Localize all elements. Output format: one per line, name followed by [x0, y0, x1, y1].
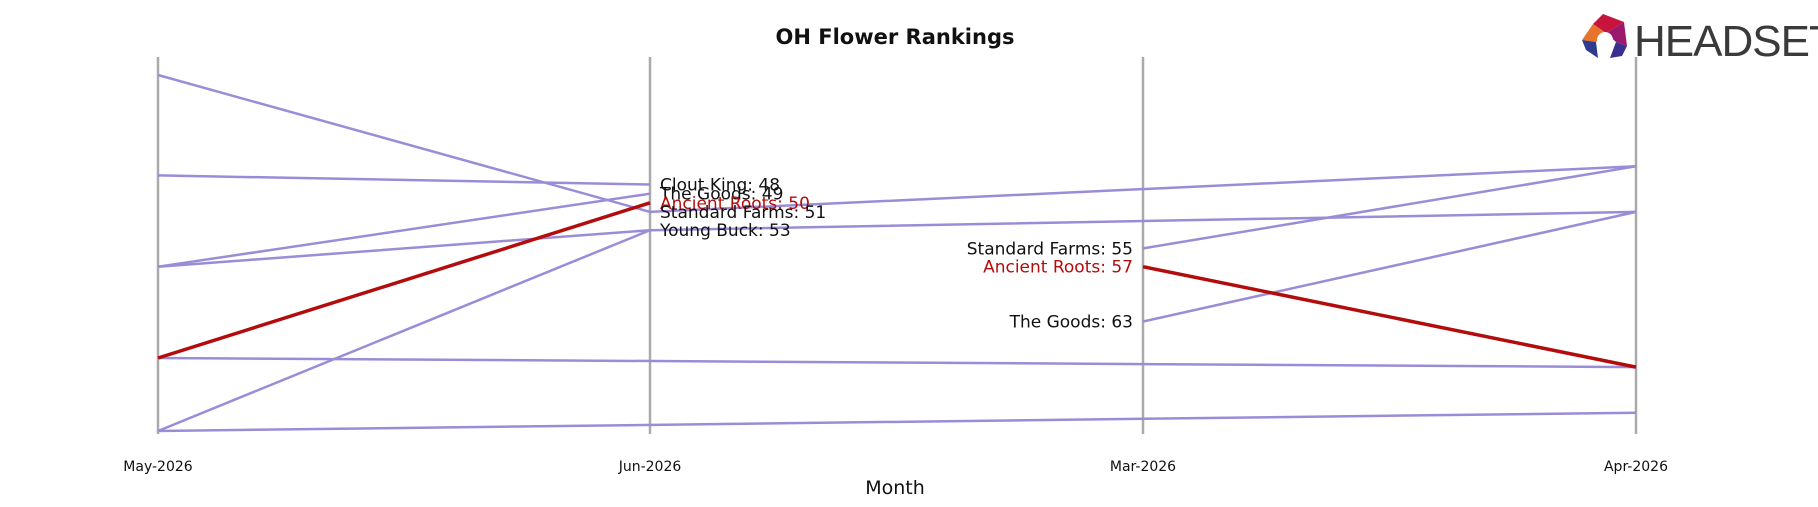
point-label-1: The Goods: 49 [659, 185, 783, 205]
series-line-4 [157, 229, 651, 433]
series-line-ancient-roots-9 [157, 201, 651, 360]
x-tick-label-1: Jun-2026 [618, 459, 682, 475]
x-tick-labels: May-2026 Jun-2026 Mar-2026 Apr-2026 [123, 459, 1668, 475]
x-tick-label-3: Apr-2026 [1604, 459, 1668, 475]
point-label-7: The Goods: 63 [1009, 312, 1133, 332]
series-line-7 [157, 356, 1637, 369]
series-line-2 [157, 192, 651, 268]
series-line-1 [157, 174, 651, 186]
x-axis-label: Month [865, 477, 925, 499]
x-tick-label-0: May-2026 [123, 459, 192, 475]
point-label-0: Clout King: 48 [660, 176, 780, 196]
series-line-5 [1142, 165, 1637, 250]
x-tick-label-2: Mar-2026 [1110, 459, 1176, 475]
headset-logo-icon [1582, 14, 1627, 58]
category-axes [156, 57, 1638, 434]
series-line-ancient-roots-10 [1142, 264, 1637, 369]
point-label-6: Ancient Roots: 57 [983, 258, 1133, 278]
point-label-2: Ancient Roots: 50 [660, 194, 810, 214]
logo-text: HEADSET [1634, 17, 1818, 66]
series-lines [157, 73, 1637, 433]
series-line-6 [1142, 210, 1637, 323]
point-label-4: Young Buck: 53 [659, 221, 791, 241]
point-label-5: Standard Farms: 55 [967, 239, 1133, 259]
chart-title: OH Flower Rankings [776, 25, 1015, 49]
headset-logo: HEADSET [1582, 14, 1818, 66]
series-line-3 [157, 210, 1637, 268]
point-label-3: Standard Farms: 51 [660, 203, 826, 223]
series-line-8 [157, 411, 1637, 433]
series-line-0 [157, 73, 1637, 214]
